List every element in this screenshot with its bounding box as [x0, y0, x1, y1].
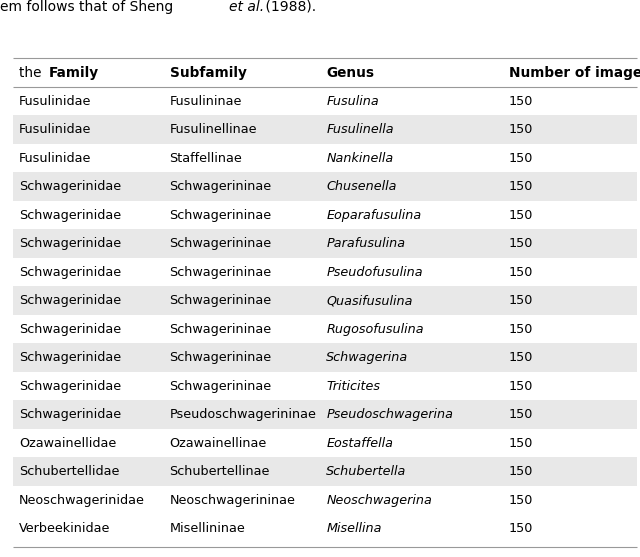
Text: Fusulininae: Fusulininae: [170, 95, 242, 108]
Text: 150: 150: [509, 209, 533, 222]
Text: 150: 150: [509, 152, 533, 165]
Text: (1988).: (1988).: [261, 0, 316, 14]
Text: Rugosofusulina: Rugosofusulina: [326, 323, 424, 336]
Text: Fusulinellinae: Fusulinellinae: [170, 123, 257, 136]
Text: Misellina: Misellina: [326, 522, 382, 535]
Bar: [13, 115, 637, 144]
Text: Pseudoschwagerininae: Pseudoschwagerininae: [170, 408, 316, 421]
Text: Eoparafusulina: Eoparafusulina: [326, 209, 422, 222]
Text: Neoschwagerina: Neoschwagerina: [326, 494, 432, 507]
Text: Number of images: Number of images: [509, 66, 640, 80]
Text: Eostaffella: Eostaffella: [326, 437, 394, 449]
Text: Ozawainellidae: Ozawainellidae: [19, 437, 116, 449]
Text: 150: 150: [509, 294, 533, 307]
Text: et al.: et al.: [229, 0, 264, 14]
Text: Schwagerinidae: Schwagerinidae: [19, 237, 122, 250]
Text: Schwagerininae: Schwagerininae: [170, 323, 272, 336]
Text: em follows that of Sheng: em follows that of Sheng: [0, 0, 178, 14]
Text: Schubertellinae: Schubertellinae: [170, 465, 270, 478]
Text: Schubertella: Schubertella: [326, 465, 407, 478]
Text: Schwagerininae: Schwagerininae: [170, 266, 272, 278]
Text: Parafusulina: Parafusulina: [326, 237, 406, 250]
Text: Staffellinae: Staffellinae: [170, 152, 243, 165]
Text: Neoschwagerininae: Neoschwagerininae: [170, 494, 296, 507]
Text: Chusenella: Chusenella: [326, 180, 397, 193]
Text: 150: 150: [509, 266, 533, 278]
Bar: [13, 286, 637, 315]
Text: 150: 150: [509, 237, 533, 250]
Bar: [13, 457, 637, 486]
Text: 150: 150: [509, 123, 533, 136]
Text: 150: 150: [509, 180, 533, 193]
Text: Schwagerinidae: Schwagerinidae: [19, 351, 122, 364]
Text: Subfamily: Subfamily: [170, 66, 246, 80]
Text: Schwagerinidae: Schwagerinidae: [19, 180, 122, 193]
Text: Fusulinidae: Fusulinidae: [19, 152, 92, 165]
Text: Schwagerinidae: Schwagerinidae: [19, 408, 122, 421]
Text: Quasifusulina: Quasifusulina: [326, 294, 413, 307]
Text: Schwagerinidae: Schwagerinidae: [19, 209, 122, 222]
Text: 150: 150: [509, 522, 533, 535]
Text: Schubertellidae: Schubertellidae: [19, 465, 120, 478]
Text: Neoschwagerinidae: Neoschwagerinidae: [19, 494, 145, 507]
Text: Schwagerinidae: Schwagerinidae: [19, 266, 122, 278]
Text: the: the: [19, 66, 46, 80]
Text: Schwagerinidae: Schwagerinidae: [19, 294, 122, 307]
Text: 150: 150: [509, 380, 533, 393]
Text: Schwagerininae: Schwagerininae: [170, 380, 272, 393]
Text: Fusulinidae: Fusulinidae: [19, 123, 92, 136]
Text: Schwagerininae: Schwagerininae: [170, 237, 272, 250]
Text: Fusulinella: Fusulinella: [326, 123, 394, 136]
Text: Pseudofusulina: Pseudofusulina: [326, 266, 423, 278]
Bar: [13, 229, 637, 258]
Text: 150: 150: [509, 323, 533, 336]
Bar: [13, 173, 637, 201]
Text: Misellininae: Misellininae: [170, 522, 245, 535]
Text: 150: 150: [509, 408, 533, 421]
Text: Schwagerinidae: Schwagerinidae: [19, 380, 122, 393]
Text: Schwagerininae: Schwagerininae: [170, 351, 272, 364]
Text: Schwagerininae: Schwagerininae: [170, 209, 272, 222]
Text: Nankinella: Nankinella: [326, 152, 394, 165]
Text: Ozawainellinae: Ozawainellinae: [170, 437, 267, 449]
Text: 150: 150: [509, 437, 533, 449]
Text: Genus: Genus: [326, 66, 374, 80]
Text: 150: 150: [509, 351, 533, 364]
Bar: [13, 344, 637, 372]
Text: Schwagerininae: Schwagerininae: [170, 294, 272, 307]
Text: Schwagerinidae: Schwagerinidae: [19, 323, 122, 336]
Bar: [13, 400, 637, 429]
Text: 150: 150: [509, 95, 533, 108]
Text: Schwagerininae: Schwagerininae: [170, 180, 272, 193]
Text: Schwagerina: Schwagerina: [326, 351, 409, 364]
Text: 150: 150: [509, 494, 533, 507]
Text: Verbeekinidae: Verbeekinidae: [19, 522, 111, 535]
Text: Triticites: Triticites: [326, 380, 380, 393]
Text: Family: Family: [49, 66, 99, 80]
Text: Pseudoschwagerina: Pseudoschwagerina: [326, 408, 453, 421]
Text: 150: 150: [509, 465, 533, 478]
Text: Fusulinidae: Fusulinidae: [19, 95, 92, 108]
Text: Fusulina: Fusulina: [326, 95, 379, 108]
